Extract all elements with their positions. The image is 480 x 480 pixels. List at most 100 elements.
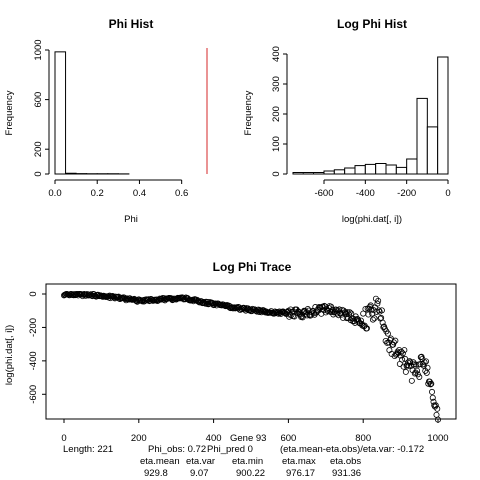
log-phi-trace-points (61, 290, 441, 423)
trace-point (416, 373, 423, 380)
hist-bar (354, 165, 366, 175)
y-tick-label: -200 (28, 318, 39, 337)
y-tick-label: 0 (28, 291, 39, 296)
trace-point (413, 361, 420, 368)
trace-point (363, 325, 370, 332)
trace-point (375, 307, 382, 314)
trace-point (382, 338, 389, 345)
trace-point (414, 367, 421, 374)
phi-hist-panel: Phi Hist Phi Frequency 0.0 0.2 0.4 0.6 0 200… (4, 17, 208, 225)
hist-bar (333, 169, 346, 175)
trace-point (291, 313, 298, 320)
trace-point (82, 292, 89, 299)
hist-bar (426, 126, 439, 175)
x-tick-label: 1000 (427, 433, 448, 444)
footer-eta-obs-label: eta.obs (330, 456, 361, 467)
phi-hist-xlabel: Phi (124, 214, 138, 225)
trace-point (371, 315, 378, 322)
trace-point (384, 330, 391, 337)
x-tick-label: 0 (61, 433, 66, 444)
trace-point (365, 311, 372, 318)
log-phi-hist-title: Log Phi Hist (337, 17, 407, 31)
footer-eta-ratio: (eta.mean-eta.obs)/eta.var: -0.172 (280, 444, 424, 455)
y-tick-label: -400 (28, 351, 39, 370)
trace-point (434, 405, 441, 412)
trace-point (369, 316, 376, 323)
x-tick-label: 600 (280, 433, 296, 444)
footer-phi-pred: Phi_pred 0 (207, 444, 253, 455)
y-tick-label: -600 (28, 385, 39, 404)
y-tick-label: 200 (271, 106, 282, 122)
hist-bar (406, 158, 418, 175)
trace-point (428, 380, 435, 387)
y-tick-label: 1000 (33, 39, 44, 60)
trace-point (380, 324, 387, 331)
hist-bar (344, 167, 356, 175)
footer-phi-obs: Phi_obs: 0.72 (148, 444, 206, 455)
trace-point (402, 368, 409, 375)
y-tick-label: 100 (271, 136, 282, 152)
hist-bar (416, 97, 428, 175)
hist-bar (375, 163, 387, 175)
x-tick-label: 800 (355, 433, 371, 444)
footer-eta-max-value: 976.17 (286, 468, 315, 479)
trace-point (348, 310, 355, 317)
log-phi-trace-panel: Log Phi Trace log(phi.dat[, i]) 0 200 400 6… (4, 260, 457, 444)
x-tick-label: 0.0 (48, 188, 61, 199)
hist-bar (65, 172, 77, 175)
x-tick-label: 200 (131, 433, 147, 444)
trace-point (432, 402, 439, 409)
trace-point (429, 388, 436, 395)
log-phi-hist-bars (292, 56, 449, 175)
x-tick-label: 0.6 (175, 188, 188, 199)
x-tick-label: 0.4 (133, 188, 146, 199)
phi-hist-bars (54, 48, 208, 175)
trace-point (374, 300, 381, 307)
trace-point (421, 359, 428, 366)
footer-eta-min-value: 900.22 (236, 468, 265, 479)
trace-point (423, 358, 430, 365)
trace-point (399, 356, 406, 363)
hist-bar (323, 170, 335, 175)
y-tick-label: 0 (33, 171, 44, 176)
trace-point (411, 361, 418, 368)
y-tick-label: 600 (33, 92, 44, 108)
phi-hist-y-axis: 0 200 600 1000 (33, 39, 50, 177)
phi-hist-x-axis: 0.0 0.2 0.4 0.6 (48, 179, 188, 199)
x-tick-label: 0 (445, 188, 450, 199)
trace-point (346, 309, 353, 316)
phi-hist-ylabel: Frequency (4, 90, 15, 135)
log-phi-hist-x-axis: -600 -400 -200 0 (314, 179, 451, 199)
log-phi-trace-title: Log Phi Trace (213, 260, 292, 274)
footer-eta-var-label: eta.var (186, 456, 215, 467)
trace-point (375, 297, 382, 304)
y-tick-label: 400 (271, 46, 282, 62)
log-phi-trace-y-axis: 0 -200 -400 -600 (28, 291, 47, 404)
log-phi-trace-ylabel: log(phi.dat[, i]) (4, 325, 15, 385)
footer-gene: Gene 93 (230, 433, 266, 444)
hist-bar (302, 172, 315, 175)
footer-eta-max-label: eta.max (282, 456, 316, 467)
footer-length: Length: 221 (63, 444, 113, 455)
hist-bar (364, 163, 377, 175)
trace-point (401, 347, 408, 354)
trace-point (379, 319, 386, 326)
hist-bar (292, 172, 304, 175)
trace-point (399, 350, 406, 357)
trace-point (427, 381, 434, 388)
trace-point (336, 306, 343, 313)
trace-point (394, 348, 401, 355)
footer-eta-var-value: 9.07 (190, 468, 209, 479)
x-tick-label: -400 (356, 188, 375, 199)
footer-eta-mean-label: eta.mean (140, 456, 180, 467)
log-phi-hist-xlabel: log(phi.dat[, i]) (342, 214, 402, 225)
x-tick-label: -200 (397, 188, 416, 199)
hist-bar (313, 172, 325, 175)
trace-point (378, 307, 385, 314)
y-tick-label: 0 (271, 171, 282, 176)
log-phi-hist-panel: Log Phi Hist log(phi.dat[, i]) Frequency… (243, 17, 451, 225)
x-tick-label: 400 (206, 433, 222, 444)
log-phi-hist-ylabel: Frequency (243, 90, 254, 135)
phi-hist-title: Phi Hist (109, 17, 154, 31)
